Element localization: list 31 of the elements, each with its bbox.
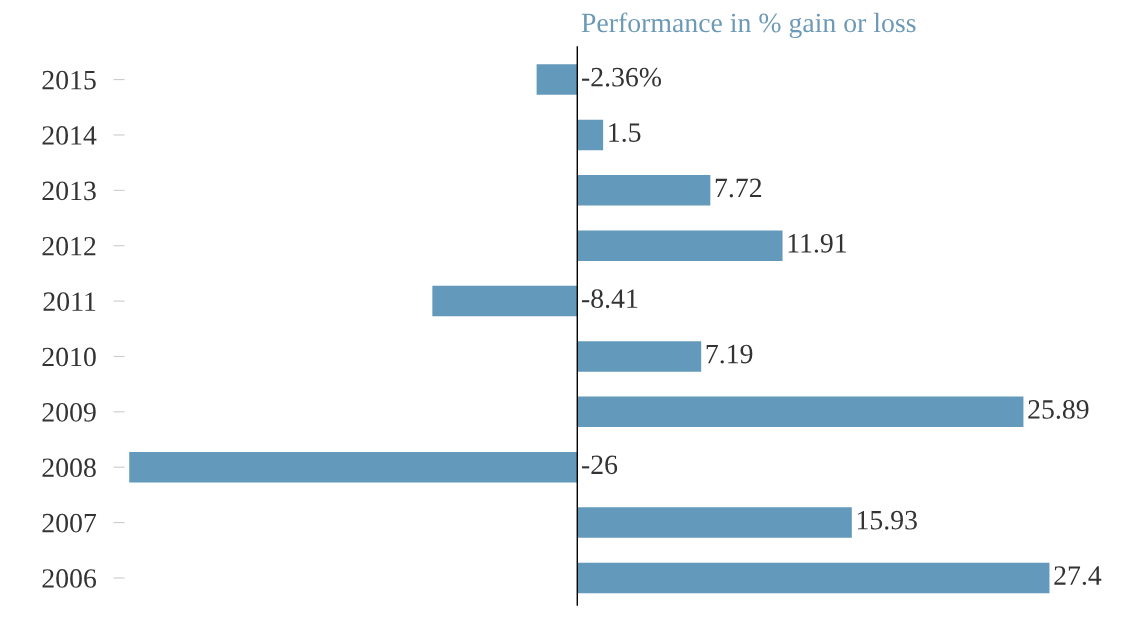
bar xyxy=(577,562,1050,594)
y-tick-label: 2008 xyxy=(42,458,96,478)
data-label: 25.89 xyxy=(1028,400,1089,419)
data-label: 15.93 xyxy=(857,510,917,530)
data-label: 7.19 xyxy=(706,344,753,364)
data-label: 11.91 xyxy=(788,233,846,253)
bar xyxy=(577,507,852,538)
bar xyxy=(577,119,604,151)
y-tick-label: 2009 xyxy=(42,402,96,422)
bar xyxy=(432,285,578,317)
y-tick-label: 2010 xyxy=(42,347,96,367)
data-label: 7.72 xyxy=(715,178,762,198)
y-tick-label: 2012 xyxy=(42,236,96,256)
y-tick-label: 2007 xyxy=(42,513,97,533)
y-tick-label: 2013 xyxy=(42,181,96,201)
chart-title: Performance in % gain or loss xyxy=(581,12,916,39)
y-tick-label: 2006 xyxy=(42,569,97,588)
y-tick-label: 2011 xyxy=(43,292,96,311)
data-label: -2.36% xyxy=(582,67,662,87)
data-label: 27.4 xyxy=(1054,566,1102,586)
bar xyxy=(129,451,578,483)
y-tick-label: 2014 xyxy=(42,126,97,145)
y-tick-label: 2015 xyxy=(42,70,96,90)
bar xyxy=(577,175,711,206)
data-label: -26 xyxy=(582,455,618,475)
bar xyxy=(536,64,578,95)
bar xyxy=(577,341,702,372)
data-label: -8.41 xyxy=(582,289,638,309)
bar xyxy=(577,396,1024,428)
data-label: 1.5 xyxy=(609,123,641,143)
bar xyxy=(577,230,783,261)
